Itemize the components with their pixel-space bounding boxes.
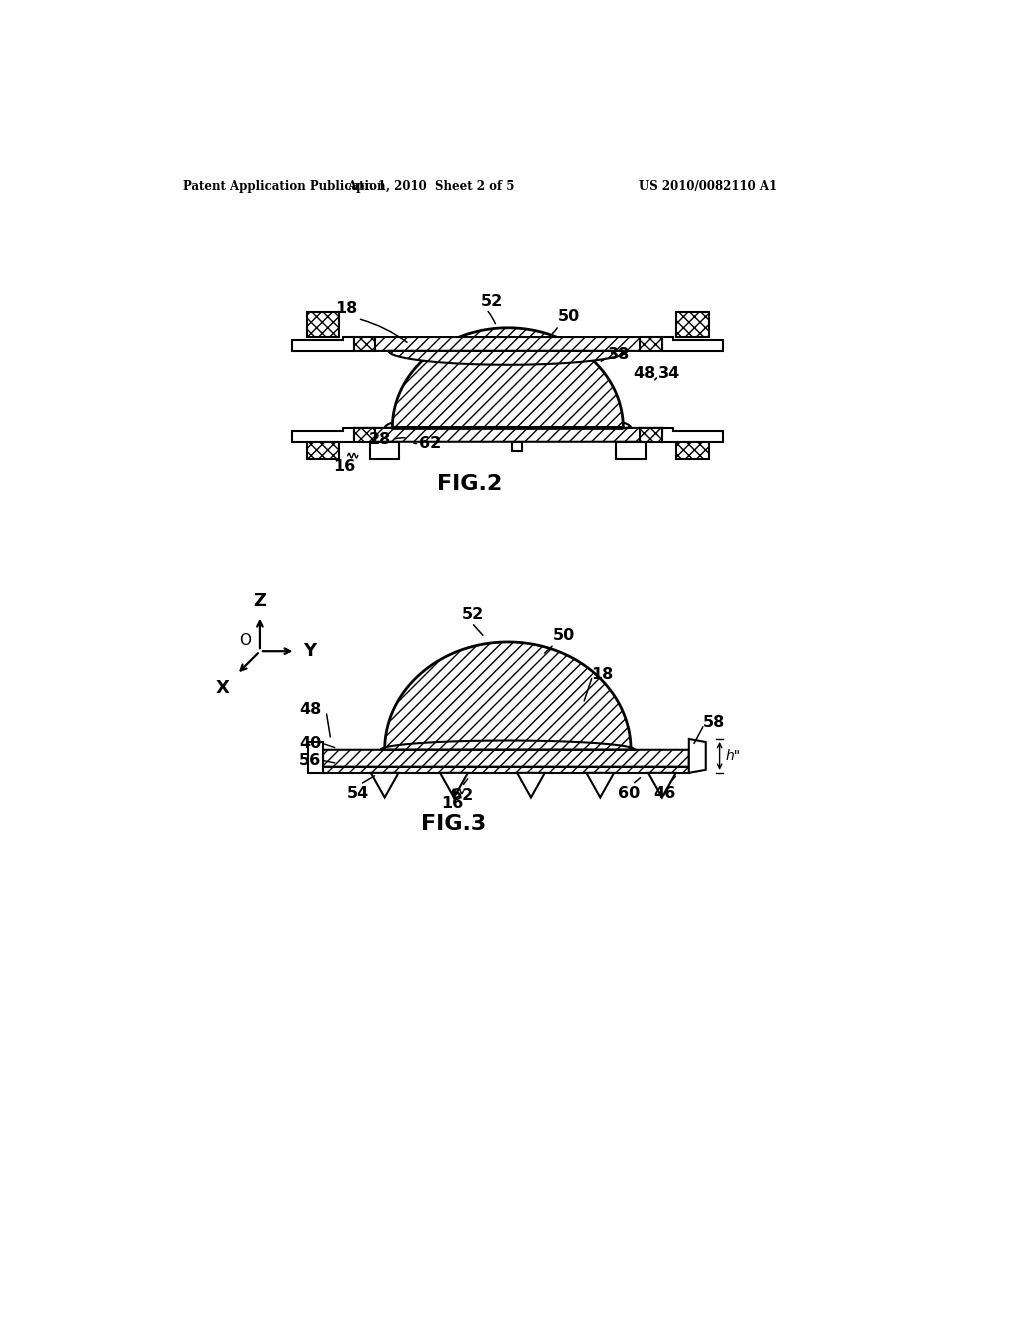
Text: X: X: [215, 678, 229, 697]
Text: 54: 54: [346, 785, 369, 801]
Text: 16: 16: [334, 459, 355, 474]
Text: 48: 48: [299, 702, 322, 717]
Polygon shape: [307, 742, 323, 774]
Polygon shape: [640, 428, 662, 442]
Text: h": h": [726, 748, 741, 763]
Polygon shape: [323, 767, 689, 774]
Text: 50: 50: [553, 628, 574, 644]
Polygon shape: [648, 774, 676, 797]
Text: US 2010/0082110 A1: US 2010/0082110 A1: [639, 181, 777, 194]
Polygon shape: [292, 428, 354, 442]
Text: 18: 18: [336, 301, 357, 317]
Polygon shape: [616, 442, 646, 459]
Text: 38: 38: [608, 347, 630, 362]
Text: 40: 40: [299, 737, 322, 751]
Text: 46: 46: [653, 785, 675, 801]
Text: 58: 58: [702, 715, 725, 730]
Polygon shape: [392, 327, 624, 428]
Text: Z: Z: [254, 591, 266, 610]
Text: 16: 16: [441, 796, 464, 810]
Polygon shape: [354, 413, 662, 442]
Text: 28: 28: [369, 432, 391, 447]
Polygon shape: [662, 337, 724, 351]
Polygon shape: [354, 428, 376, 442]
Text: 56: 56: [299, 752, 322, 768]
Text: 48: 48: [634, 367, 655, 381]
Text: FIG.2: FIG.2: [436, 474, 502, 494]
Text: 18: 18: [591, 667, 613, 682]
Text: FIG.3: FIG.3: [421, 814, 486, 834]
Polygon shape: [677, 442, 709, 459]
Polygon shape: [517, 774, 545, 797]
Text: Apr. 1, 2010  Sheet 2 of 5: Apr. 1, 2010 Sheet 2 of 5: [347, 181, 514, 194]
Polygon shape: [323, 741, 689, 767]
Polygon shape: [307, 442, 339, 459]
Polygon shape: [354, 337, 662, 364]
Polygon shape: [689, 739, 706, 774]
Text: 34: 34: [658, 367, 680, 381]
Text: 60: 60: [618, 785, 641, 801]
Text: O: O: [239, 634, 251, 648]
Text: Patent Application Publication: Patent Application Publication: [183, 181, 385, 194]
Polygon shape: [662, 428, 724, 442]
Text: 62: 62: [451, 788, 473, 804]
Polygon shape: [370, 442, 399, 459]
Polygon shape: [440, 774, 468, 797]
Text: 62: 62: [419, 436, 441, 451]
Polygon shape: [371, 774, 398, 797]
Polygon shape: [307, 313, 339, 337]
Polygon shape: [640, 337, 662, 351]
Text: 52: 52: [481, 293, 503, 309]
Text: 50: 50: [558, 309, 581, 323]
Polygon shape: [512, 442, 522, 451]
Polygon shape: [354, 337, 376, 351]
Polygon shape: [385, 642, 631, 750]
Text: 52: 52: [462, 607, 484, 622]
Polygon shape: [292, 337, 354, 351]
Polygon shape: [587, 774, 614, 797]
Polygon shape: [677, 313, 709, 337]
Text: Y: Y: [303, 643, 316, 660]
